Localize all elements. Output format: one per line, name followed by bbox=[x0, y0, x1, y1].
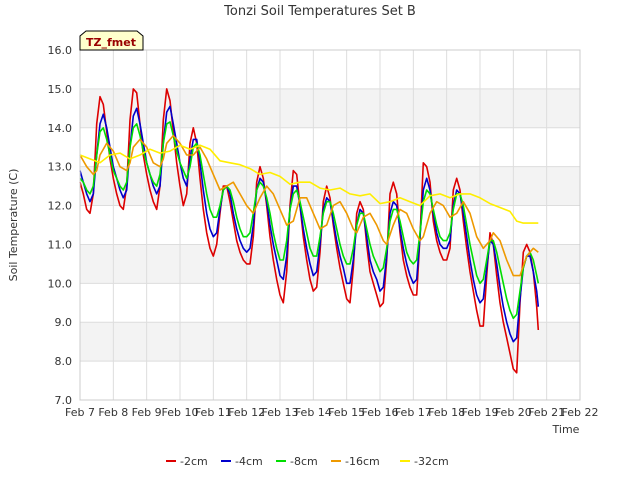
legend-item: -16cm bbox=[331, 455, 380, 468]
y-tick-label: 15.0 bbox=[48, 83, 73, 96]
band bbox=[80, 127, 580, 167]
legend-label: -32cm bbox=[414, 455, 449, 468]
badge-box bbox=[79, 30, 144, 51]
band bbox=[80, 88, 580, 128]
x-tick-label: Feb 22 bbox=[562, 406, 599, 419]
plot-frame bbox=[79, 49, 581, 401]
legend-label: -16cm bbox=[345, 455, 380, 468]
band bbox=[80, 50, 580, 89]
series-line-2cmcm bbox=[79, 88, 540, 374]
x-tick-label: Feb 15 bbox=[328, 406, 365, 419]
x-tick-label: Feb 17 bbox=[395, 406, 432, 419]
x-tick-label: Feb 13 bbox=[262, 406, 299, 419]
y-axis-label: Soil Temperature (C) bbox=[7, 169, 20, 282]
x-tick-label: Feb 10 bbox=[162, 406, 199, 419]
x-tick-label: Feb 7 bbox=[65, 406, 95, 419]
legend-label: -8cm bbox=[290, 455, 318, 468]
legend: -2cm -4cm -8cm -16cm -32cm bbox=[166, 455, 449, 468]
plot-background bbox=[80, 50, 580, 400]
badge: TZ_fmet bbox=[79, 30, 144, 51]
x-tick-label: Feb 19 bbox=[462, 406, 499, 419]
series-line-16cmcm bbox=[79, 134, 539, 277]
legend-item: -4cm bbox=[221, 455, 263, 468]
y-tick-labels: 7.0 8.0 9.0 10.0 11.0 12.0 13.0 14.0 15.0 16.0 bbox=[48, 44, 73, 407]
band bbox=[80, 322, 580, 362]
legend-label: -4cm bbox=[235, 455, 263, 468]
legend-label: -2cm bbox=[180, 455, 208, 468]
legend-item: -2cm bbox=[166, 455, 208, 468]
x-tick-label: Feb 12 bbox=[228, 406, 265, 419]
series-line-8cmcm bbox=[79, 121, 540, 320]
badge-label: TZ_fmet bbox=[86, 36, 136, 49]
y-tick-label: 12.0 bbox=[48, 200, 73, 213]
legend-item: -8cm bbox=[276, 455, 318, 468]
series-lines bbox=[79, 88, 540, 374]
series-line-4cmcm bbox=[79, 105, 540, 343]
band bbox=[80, 283, 580, 323]
chart-title: Tonzi Soil Temperatures Set B bbox=[223, 4, 416, 19]
y-tick-label: 7.0 bbox=[55, 394, 73, 407]
y-tick-label: 8.0 bbox=[55, 355, 73, 368]
y-tick-label: 10.0 bbox=[48, 277, 73, 290]
x-tick-label: Feb 14 bbox=[295, 406, 332, 419]
x-tick-label: Feb 21 bbox=[528, 406, 565, 419]
x-tick-label: Feb 11 bbox=[195, 406, 232, 419]
y-tick-label: 16.0 bbox=[48, 44, 73, 57]
grid bbox=[79, 49, 581, 401]
x-tick-label: Feb 8 bbox=[98, 406, 128, 419]
y-tick-label: 11.0 bbox=[48, 238, 73, 251]
y-tick-label: 13.0 bbox=[48, 161, 73, 174]
band bbox=[80, 244, 580, 284]
y-tick-label: 9.0 bbox=[55, 316, 73, 329]
x-tick-label: Feb 20 bbox=[495, 406, 532, 419]
x-tick-label: Feb 16 bbox=[362, 406, 399, 419]
y-tick-label: 14.0 bbox=[48, 122, 73, 135]
x-tick-label: Feb 9 bbox=[132, 406, 162, 419]
series-line-32cmcm bbox=[79, 144, 539, 224]
legend-item: -32cm bbox=[400, 455, 449, 468]
band bbox=[80, 361, 580, 400]
band bbox=[80, 205, 580, 245]
x-tick-label: Feb 18 bbox=[428, 406, 465, 419]
x-axis-label: Time bbox=[552, 423, 580, 436]
